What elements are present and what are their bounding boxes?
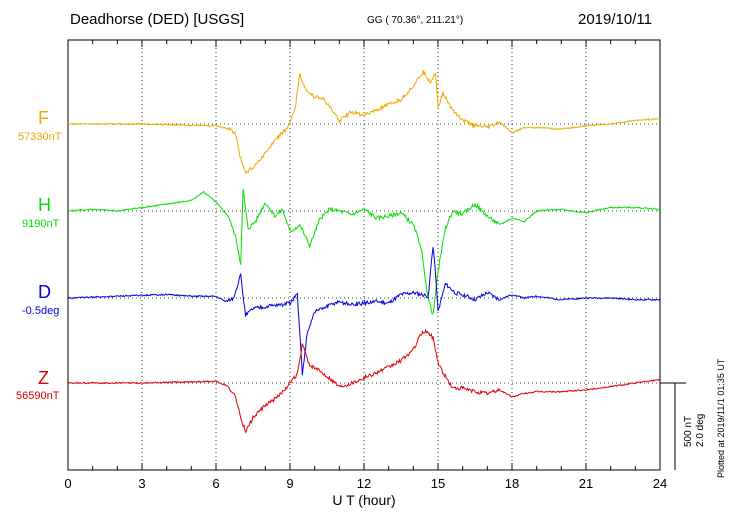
scale-bar-deg-label: 2.0 deg <box>695 413 706 447</box>
station-title: Deadhorse (DED) [USGS] <box>70 11 245 28</box>
baseline-label-D: -0.5deg <box>22 305 60 317</box>
x-tick-label: 0 <box>64 476 72 491</box>
series-label-F: F <box>38 108 49 128</box>
series-label-D: D <box>38 282 51 302</box>
x-tick-label: 3 <box>138 476 146 491</box>
series-layer <box>67 70 661 434</box>
date-label: 2019/10/11 <box>578 11 652 28</box>
series-line-F <box>67 70 661 174</box>
x-tick-label: 6 <box>212 476 220 491</box>
series-label-Z: Z <box>38 368 49 388</box>
series-line-H <box>67 188 661 316</box>
x-tick-label: 21 <box>578 476 594 491</box>
baseline-label-H: 9190nT <box>22 218 60 230</box>
baseline-label-Z: 56590nT <box>16 390 60 402</box>
series-label-H: H <box>38 195 51 215</box>
x-tick-label: 24 <box>652 476 668 491</box>
coords-label: GG ( 70.36°, 211.21°) <box>367 15 464 26</box>
plot-grid <box>67 40 661 470</box>
scale-bar-nt-label: 500 nT <box>683 415 694 447</box>
x-tick-label: 15 <box>430 476 446 491</box>
baseline-label-F: 57330nT <box>18 131 62 143</box>
x-tick-label: 12 <box>356 476 372 491</box>
x-axis-label: U T (hour) <box>332 492 396 508</box>
plotted-timestamp: Plotted at 2019/11/1 01:35 UT <box>716 358 726 478</box>
series-line-D <box>67 247 661 376</box>
x-tick-label: 9 <box>286 476 294 491</box>
x-tick-label: 18 <box>504 476 520 491</box>
series-line-Z <box>67 328 661 434</box>
scale-bar <box>660 382 686 470</box>
